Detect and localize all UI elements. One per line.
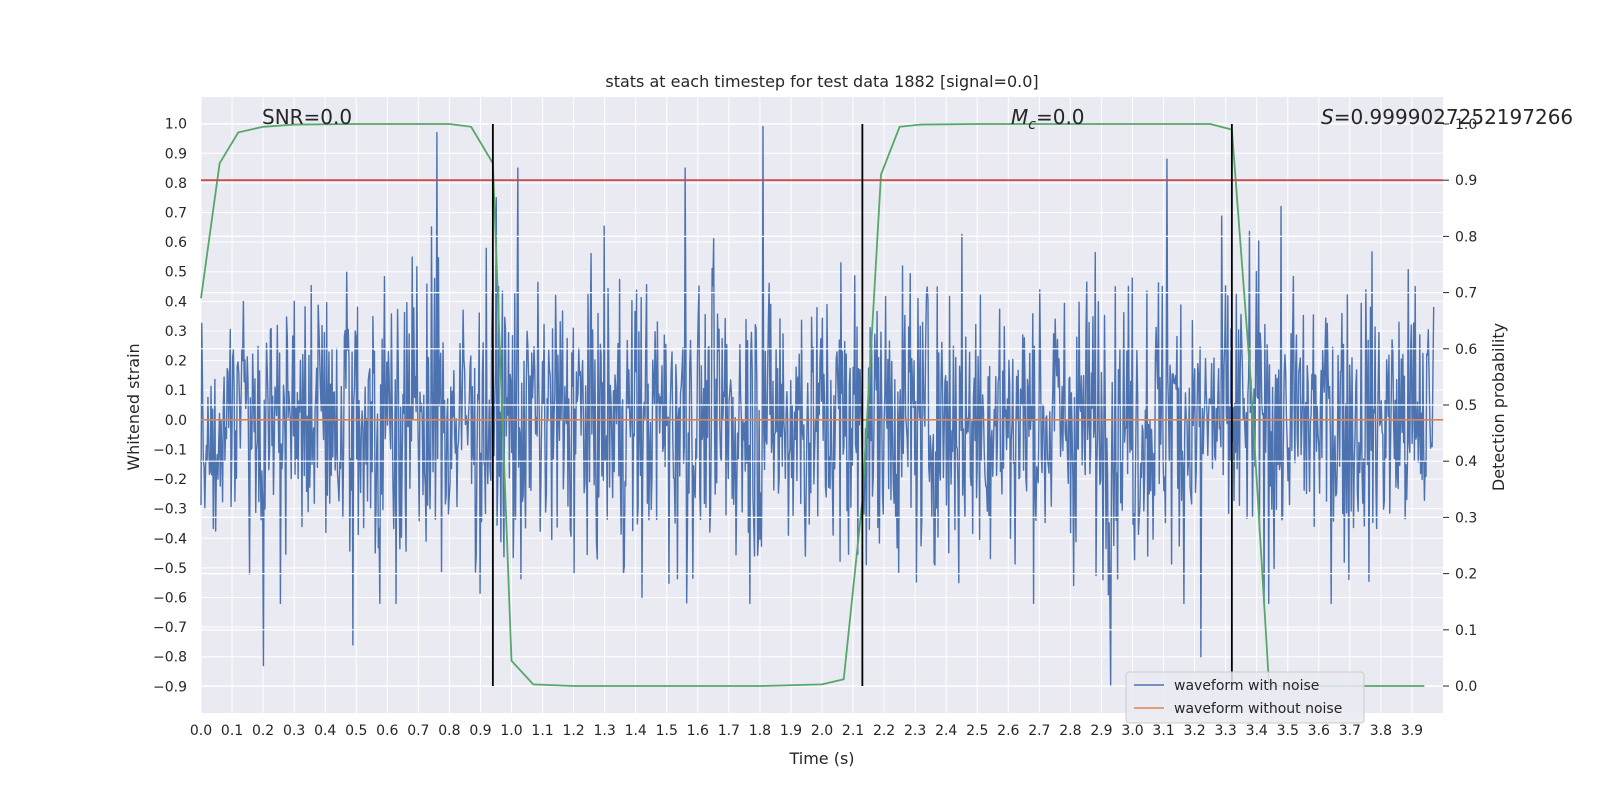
y-tick-label: 0.4 — [165, 294, 187, 310]
y-tick-label: −0.2 — [153, 472, 187, 488]
x-tick-label: 3.5 — [1277, 723, 1299, 739]
legend-box — [1125, 671, 1365, 724]
x-tick-label: 2.5 — [966, 723, 988, 739]
x-tick-label: 0.1 — [221, 723, 243, 739]
y2-tick-label: 0.5 — [1455, 398, 1477, 414]
chirp-mass-annotation: Mc=0.0 — [1011, 105, 1085, 133]
x-tick-label: 3.2 — [1183, 723, 1205, 739]
chirp-mass-subscript: c — [1028, 117, 1036, 133]
s-symbol: S — [1321, 105, 1334, 129]
x-tick-label: 3.8 — [1370, 723, 1392, 739]
snr-annotation: SNR=0.0 — [262, 105, 352, 129]
x-axis-label: Time (s) — [788, 749, 854, 768]
s-annotation: S=0.9999027252197266 — [1321, 105, 1573, 129]
x-tick-label: 3.7 — [1339, 723, 1361, 739]
y-tick-label: 0.1 — [165, 383, 187, 399]
y-axis-label: Whitened strain — [124, 343, 143, 470]
y2-axis-label: Detection probability — [1489, 323, 1508, 491]
x-tick-label: 1.3 — [594, 723, 616, 739]
x-tick-label: 2.2 — [873, 723, 895, 739]
x-tick-label: 2.0 — [811, 723, 833, 739]
x-axis-ticks: 0.0 0.1 0.2 0.3 0.4 0.5 0.6 0.7 0.8 0.9 1.0 1.1 1.2 1… — [190, 723, 1423, 739]
x-tick-label: 2.8 — [1059, 723, 1081, 739]
y2-tick-label: 1.0 — [1455, 117, 1477, 133]
y-tick-label: 0.8 — [165, 176, 187, 192]
y2-tick-label: 0.0 — [1455, 679, 1477, 695]
x-tick-label: 2.3 — [904, 723, 926, 739]
chirp-mass-symbol: M — [1011, 105, 1028, 129]
x-tick-label: 2.6 — [997, 723, 1019, 739]
y2-axis-ticks: 0.0 0.1 0.2 0.3 0.4 0.5 0.6 0.7 0.8 0.9 1.0 — [1443, 117, 1477, 695]
y-tick-label: −0.9 — [153, 679, 187, 695]
x-tick-label: 0.2 — [252, 723, 274, 739]
y-tick-label: −0.8 — [153, 650, 187, 666]
y2-tick-label: 0.8 — [1455, 229, 1477, 245]
x-tick-label: 0.4 — [314, 723, 336, 739]
x-tick-label: 3.4 — [1246, 723, 1268, 739]
y-tick-label: 0.2 — [165, 354, 187, 370]
x-tick-label: 0.0 — [190, 723, 212, 739]
s-value: =0.9999027252197266 — [1334, 105, 1573, 129]
x-tick-label: 2.1 — [842, 723, 864, 739]
y2-tick-label: 0.1 — [1455, 623, 1477, 639]
y-tick-label: 0.3 — [165, 324, 187, 340]
chirp-mass-value: =0.0 — [1036, 105, 1085, 129]
x-tick-label: 1.6 — [687, 723, 709, 739]
y-tick-label: 0.0 — [165, 413, 187, 429]
y2-tick-label: 0.6 — [1455, 342, 1477, 358]
x-tick-label: 3.3 — [1215, 723, 1237, 739]
legend-label-clean: waveform without noise — [1174, 701, 1342, 717]
y-tick-label: −0.1 — [153, 442, 187, 458]
y-tick-label: −0.3 — [153, 502, 187, 518]
line-series — [200, 123, 1443, 687]
x-tick-label: 1.2 — [562, 723, 584, 739]
y-axis-ticks: −0.9 −0.8 −0.7 −0.6 −0.5 −0.4 −0.3 −0.2 −0.1 0.0 0… — [153, 117, 187, 696]
legend-label-noise: waveform with noise — [1174, 678, 1319, 694]
x-tick-label: 2.9 — [1090, 723, 1112, 739]
legend: waveform with noise waveform without noi… — [1125, 671, 1365, 724]
x-tick-label: 3.6 — [1308, 723, 1330, 739]
x-tick-label: 0.6 — [376, 723, 398, 739]
series-event-markers — [491, 123, 1233, 687]
x-tick-label: 1.5 — [656, 723, 678, 739]
x-tick-label: 1.9 — [780, 723, 802, 739]
x-tick-label: 0.3 — [283, 723, 305, 739]
x-tick-label: 2.4 — [935, 723, 957, 739]
x-tick-label: 3.1 — [1152, 723, 1174, 739]
y-tick-label: 0.7 — [165, 206, 187, 222]
y-tick-label: 0.5 — [165, 265, 187, 281]
y2-tick-label: 0.9 — [1455, 173, 1477, 189]
y-tick-label: −0.7 — [153, 620, 187, 636]
y-tick-label: −0.4 — [153, 531, 187, 547]
x-tick-label: 0.5 — [345, 723, 367, 739]
y-tick-label: 0.6 — [165, 235, 187, 251]
x-tick-label: 0.7 — [407, 723, 429, 739]
x-tick-label: 1.1 — [531, 723, 553, 739]
y2-tick-label: 0.4 — [1455, 454, 1477, 470]
x-tick-label: 1.4 — [625, 723, 647, 739]
y2-tick-label: 0.7 — [1455, 286, 1477, 302]
x-tick-label: 0.8 — [438, 723, 460, 739]
x-tick-label: 3.0 — [1121, 723, 1143, 739]
y-tick-label: 1.0 — [165, 117, 187, 133]
x-tick-label: 1.7 — [718, 723, 740, 739]
y-tick-label: 0.9 — [165, 146, 187, 162]
x-tick-label: 1.8 — [749, 723, 771, 739]
y-tick-label: −0.5 — [153, 561, 187, 577]
x-tick-label: 0.9 — [469, 723, 491, 739]
x-tick-label: 3.9 — [1401, 723, 1423, 739]
chart-title: stats at each timestep for test data 188… — [605, 72, 1038, 91]
y-tick-label: −0.6 — [153, 591, 187, 607]
y2-tick-label: 0.3 — [1455, 510, 1477, 526]
y2-tick-label: 0.2 — [1455, 567, 1477, 583]
x-tick-label: 1.0 — [500, 723, 522, 739]
x-tick-label: 2.7 — [1028, 723, 1050, 739]
